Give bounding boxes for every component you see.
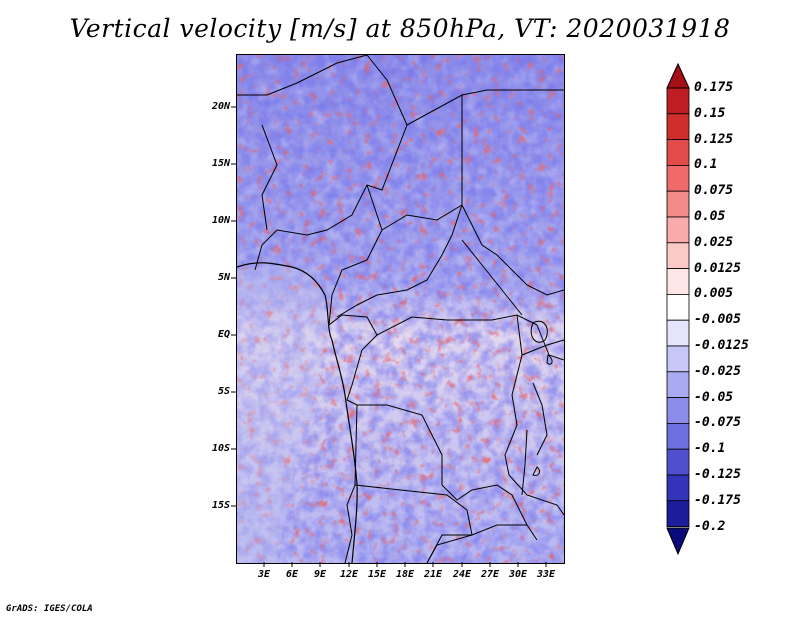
colorbar-label: -0.05: [694, 389, 734, 405]
colorbar-segment: [666, 371, 690, 398]
colorbar-label: -0.2: [694, 518, 726, 534]
lat-label-5s: 5S: [217, 386, 230, 397]
colorbar-segment: [666, 500, 690, 527]
lon-label-6e: 6E: [285, 569, 299, 580]
lon-label-24e: 24E: [452, 569, 472, 580]
lon-label-3e: 3E: [257, 569, 271, 580]
colorbar-segment: [666, 139, 690, 166]
lon-label-30e: 30E: [508, 569, 528, 580]
lat-label-10n: 10N: [211, 215, 230, 226]
lat-label-5n: 5N: [217, 272, 230, 283]
coastline: [237, 262, 358, 563]
colorbar-label: -0.025: [694, 363, 741, 379]
lat-ticks: [231, 106, 237, 507]
chart-title: Vertical velocity [m/s] at 850hPa, VT: 2…: [69, 14, 731, 43]
map-panel: [236, 54, 565, 564]
lon-ticks: [263, 562, 547, 567]
colorbar-label: 0.05: [694, 209, 726, 224]
lon-label-12e: 12E: [339, 569, 359, 580]
colorbar-segment: [666, 165, 690, 192]
colorbar-segment: [666, 319, 690, 347]
lon-label-18e: 18E: [395, 569, 415, 580]
colorbar-segment: [666, 113, 690, 140]
colorbar-segment: [666, 190, 690, 218]
lakes: [521, 320, 553, 496]
colorbar-label: 0.075: [694, 183, 734, 199]
lat-label-20n: 20N: [211, 101, 230, 112]
colorbar-top-arrow: [666, 62, 690, 89]
lat-label-10s: 10S: [211, 443, 230, 454]
lon-label-27e: 27E: [480, 569, 500, 580]
colorbar-segments: [666, 87, 690, 527]
colorbar-label: 0.175: [694, 80, 734, 95]
lon-label-33e: 33E: [536, 569, 556, 580]
colorbar-label: 0.1: [694, 157, 718, 173]
colorbar-segment: [666, 422, 690, 450]
colorbar-label: -0.0125: [694, 338, 749, 353]
colorbar-segment: [666, 397, 690, 424]
lon-label-9e: 9E: [313, 569, 327, 580]
colorbar-segment: [666, 242, 690, 270]
lon-label-15e: 15E: [367, 569, 387, 580]
lat-label-15n: 15N: [211, 158, 230, 169]
vertical-velocity-field: [237, 55, 564, 563]
colorbar-segment: [666, 216, 690, 244]
colorbar: [666, 62, 690, 556]
colorbar-label: 0.15: [694, 105, 726, 121]
colorbar-label: -0.005: [694, 312, 741, 328]
colorbar-label: 0.005: [694, 286, 734, 302]
lon-label-21e: 21E: [423, 569, 443, 580]
country-borders: [237, 55, 564, 563]
colorbar-label: -0.125: [694, 467, 741, 482]
colorbar-segment: [666, 345, 690, 373]
colorbar-label: 0.125: [694, 131, 734, 147]
colorbar-label: -0.175: [694, 492, 741, 508]
colorbar-segment: [666, 293, 690, 321]
colorbar-label: 0.025: [694, 234, 734, 250]
colorbar-label: -0.1: [694, 441, 726, 457]
colorbar-segment: [666, 268, 690, 295]
lat-label-15s: 15S: [211, 500, 230, 511]
colorbar-label: 0.0125: [694, 260, 741, 276]
colorbar-segment: [666, 87, 690, 115]
colorbar-label: -0.075: [694, 415, 741, 431]
grads-credit: GrADS: IGES/COLA: [6, 604, 93, 614]
colorbar-segment: [666, 448, 690, 476]
colorbar-bottom-arrow: [666, 527, 690, 556]
lat-label-eq: EQ: [217, 329, 230, 340]
colorbar-segment: [666, 474, 690, 502]
